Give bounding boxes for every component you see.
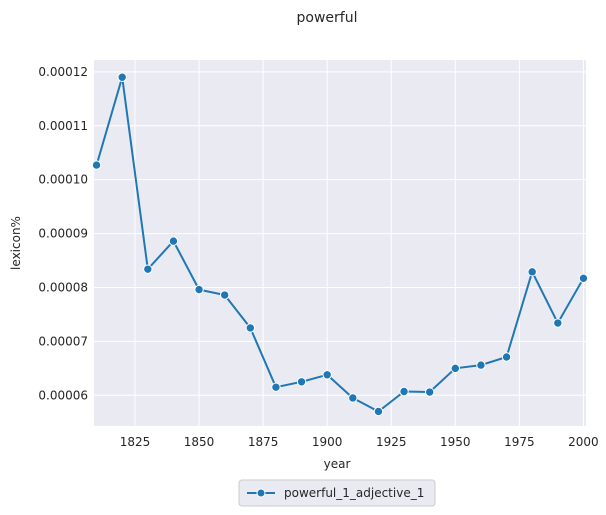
data-point — [117, 72, 127, 82]
data-point — [450, 363, 461, 374]
x-tick-label: 1850 — [184, 435, 215, 449]
x-tick-label: 1975 — [504, 435, 535, 449]
data-point — [501, 352, 512, 362]
x-axis-label: year — [324, 457, 351, 471]
data-point — [322, 370, 332, 380]
y-tick-label: 0.00008 — [38, 280, 88, 294]
data-point — [296, 377, 307, 387]
data-point — [348, 393, 358, 403]
legend-label: powerful_1_adjective_1 — [284, 486, 424, 500]
data-point — [476, 360, 486, 370]
data-point — [424, 387, 435, 397]
y-tick-label: 0.00011 — [38, 119, 88, 133]
data-point — [527, 267, 537, 277]
y-tick-labels: 0.00006 0.00007 0.00008 0.00009 0.00010 0.000… — [38, 65, 88, 402]
data-point — [143, 264, 153, 274]
x-tick-label: 1875 — [248, 435, 279, 449]
data-point — [399, 386, 409, 397]
y-tick-label: 0.00010 — [38, 173, 88, 187]
data-point — [168, 236, 179, 246]
y-tick-label: 0.00006 — [38, 388, 88, 402]
legend: powerful_1_adjective_1 — [238, 479, 436, 507]
y-axis-label: lexicon% — [9, 216, 23, 270]
y-tick-label: 0.00012 — [38, 65, 88, 79]
x-tick-labels: 1825 1850 1875 1900 1925 1950 1975 2000 — [120, 435, 599, 449]
data-point — [578, 273, 589, 284]
x-tick-label: 1925 — [376, 435, 407, 449]
data-point — [553, 318, 563, 328]
x-tick-label: 2000 — [568, 435, 599, 449]
legend-marker-swatch — [256, 488, 266, 498]
y-tick-label: 0.00009 — [38, 227, 88, 241]
data-point — [219, 290, 230, 300]
x-tick-label: 1950 — [440, 435, 471, 449]
data-point — [91, 160, 102, 170]
data-point — [373, 406, 384, 417]
y-gridlines — [94, 71, 586, 396]
y-tick-label: 0.00007 — [38, 334, 88, 348]
data-point — [194, 284, 204, 295]
series-layer — [91, 72, 589, 417]
data-point — [245, 323, 256, 333]
x-gridlines — [134, 60, 584, 426]
plot-background — [94, 60, 586, 426]
chart-title: powerful — [297, 10, 358, 26]
x-tick-label: 1900 — [312, 435, 343, 449]
data-point — [271, 382, 281, 392]
x-tick-label: 1825 — [120, 435, 151, 449]
legend-frame — [238, 479, 436, 507]
